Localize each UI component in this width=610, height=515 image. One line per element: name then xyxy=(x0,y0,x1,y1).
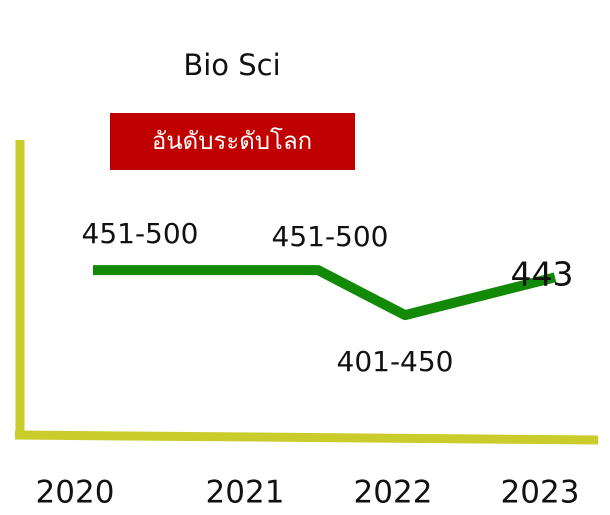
data-label: 401-450 xyxy=(337,345,454,378)
data-label: 443 xyxy=(511,255,574,294)
x-axis xyxy=(14,430,599,445)
chart-subtitle: อันดับระดับโลก xyxy=(152,127,312,155)
chart-title: Bio Sci xyxy=(183,48,280,82)
x-tick-label: 2020 xyxy=(36,475,115,511)
x-tick-label: 2022 xyxy=(354,475,433,511)
data-line xyxy=(93,265,557,321)
data-label: 451-500 xyxy=(82,217,199,250)
data-label: 451-500 xyxy=(272,220,389,253)
badge xyxy=(110,113,355,170)
x-tick-label: 2021 xyxy=(206,475,285,511)
x-tick-label: 2023 xyxy=(501,475,580,511)
